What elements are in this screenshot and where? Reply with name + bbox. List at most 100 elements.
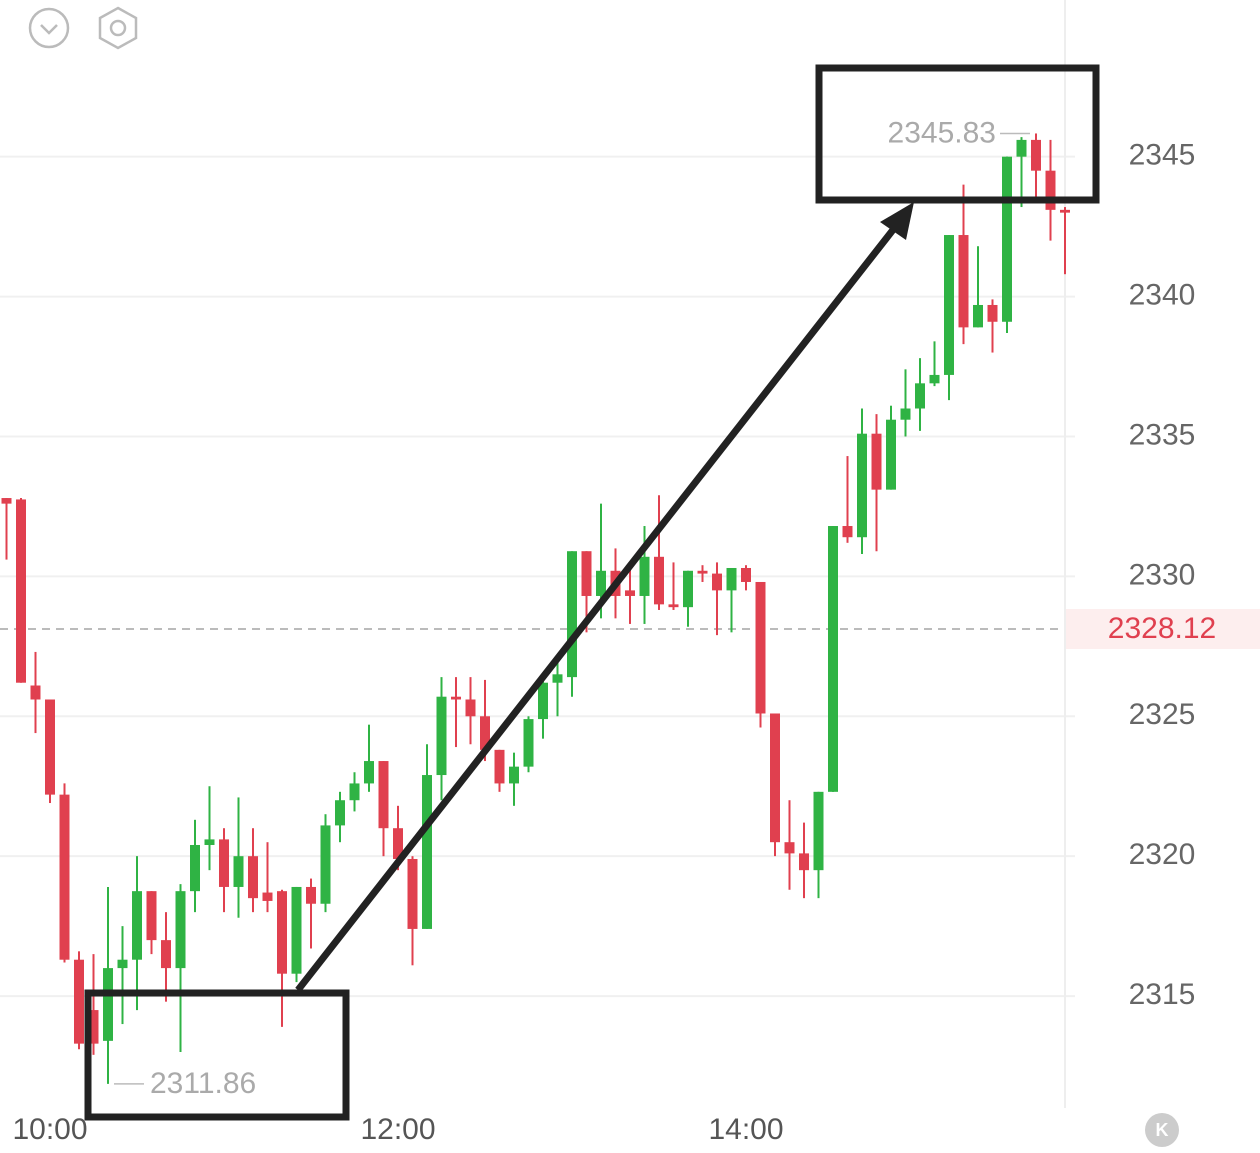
candle-body (900, 408, 911, 420)
candle-body (741, 567, 751, 582)
candle-body (465, 699, 476, 717)
candle-body (132, 891, 142, 960)
candle-body (480, 716, 490, 750)
x-tick-label: 10:00 (12, 1113, 87, 1146)
candle-body (1016, 139, 1027, 157)
icon-dot (109, 19, 127, 37)
candle-body (668, 604, 679, 608)
candle-body (813, 791, 824, 871)
candle-body (59, 794, 70, 960)
candle-body (335, 800, 345, 826)
candle-body (219, 839, 229, 887)
candle-body (552, 674, 563, 683)
candle-body (596, 570, 606, 596)
y-tick-label: 2330 (1129, 558, 1196, 591)
grid (0, 155, 1075, 998)
candle-body (567, 551, 577, 678)
candle-body (175, 891, 186, 969)
y-tick-label: 2340 (1129, 279, 1196, 312)
candle-body (712, 573, 722, 591)
candle-body (915, 383, 925, 409)
candle-body (407, 858, 418, 929)
candle-body (248, 856, 258, 899)
candle-body (987, 304, 998, 322)
candle-body (74, 959, 84, 1044)
candle-body (509, 766, 519, 784)
candle-body (639, 556, 650, 596)
candle-body (1002, 156, 1012, 322)
icon-circle (1145, 1113, 1179, 1147)
candle-body (190, 844, 200, 892)
y-tick-label: 2315 (1129, 978, 1196, 1011)
candle-body (857, 433, 867, 538)
candle-body (494, 749, 505, 784)
candle-body (16, 499, 26, 683)
candle-body (726, 567, 737, 591)
candle-body (393, 828, 403, 859)
candle-body (828, 526, 838, 792)
candle-body (349, 783, 360, 801)
toolbar-icon-settings[interactable] (98, 6, 138, 50)
candle-body (929, 374, 940, 384)
icon-glyph: K (1156, 1120, 1169, 1140)
candles (1, 133, 1070, 1084)
y-tick-label: 2335 (1129, 418, 1196, 451)
candle-body (161, 940, 171, 969)
candle-body (117, 959, 128, 969)
candle-body (277, 891, 287, 974)
candle-body (523, 719, 534, 767)
candle-body (88, 1010, 99, 1044)
candle-body (958, 235, 969, 328)
candle-body (770, 713, 780, 843)
annotation-arrow (295, 223, 899, 993)
candle-body (262, 892, 273, 901)
last-price-label: 2328.12 (1108, 612, 1216, 645)
candle-body (581, 551, 592, 596)
candle-body (451, 696, 461, 700)
annotation-box (84, 989, 350, 1121)
icon-circle (28, 7, 70, 49)
toolbar-icon-collapse[interactable] (28, 7, 70, 49)
candle-body (436, 696, 447, 776)
candle-body (799, 853, 809, 871)
candle-body (103, 968, 113, 1041)
candle-body (291, 886, 302, 974)
x-tick-label: 12:00 (360, 1113, 435, 1146)
low-label: 2311.86 (150, 1067, 256, 1100)
candle-body (306, 886, 316, 904)
candle-body (784, 842, 795, 854)
candle-body (422, 775, 432, 929)
arrow-head (880, 202, 914, 240)
icon-chevron (40, 24, 58, 35)
candle-body (842, 526, 853, 538)
candle-body (625, 590, 635, 596)
y-tick-label: 2345 (1129, 139, 1196, 172)
candle-body (320, 825, 331, 904)
candle-body (1, 498, 12, 504)
candle-body (538, 682, 548, 720)
candle-body (146, 891, 157, 941)
high-label: 2345.83 (888, 116, 996, 149)
last-price-tag (1066, 608, 1260, 649)
kline-button[interactable]: K (1145, 1113, 1179, 1147)
candle-body (973, 304, 983, 328)
candle-body (364, 761, 374, 784)
candle-body (944, 235, 954, 375)
candle-body (697, 570, 708, 574)
candle-body (755, 581, 766, 714)
x-tick-label: 14:00 (708, 1113, 783, 1146)
candle-body (30, 685, 41, 700)
candle-body (45, 699, 55, 795)
candle-body (1045, 170, 1056, 210)
candle-body (871, 433, 882, 490)
y-tick-label: 2325 (1129, 698, 1196, 731)
candle-body (204, 839, 215, 845)
labels: 2315 2320 2325 2330 2335 2340 2345 10:00 12:00 14… (12, 116, 1260, 1146)
icon-hexagon (98, 6, 138, 50)
candle-body (654, 556, 664, 605)
candle-body (683, 570, 693, 608)
annotation-box (815, 64, 1100, 204)
candle-body (1060, 209, 1070, 213)
